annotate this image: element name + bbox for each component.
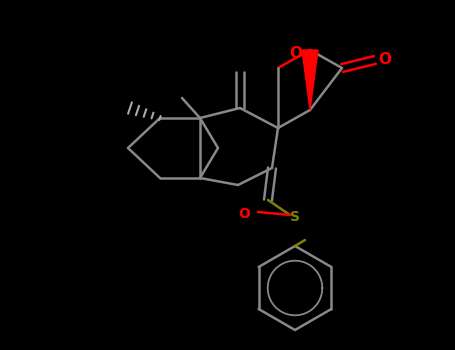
Text: O: O (289, 46, 303, 61)
Text: O: O (238, 207, 250, 221)
Text: S: S (290, 210, 300, 224)
Polygon shape (302, 50, 318, 110)
Text: O: O (379, 52, 391, 68)
